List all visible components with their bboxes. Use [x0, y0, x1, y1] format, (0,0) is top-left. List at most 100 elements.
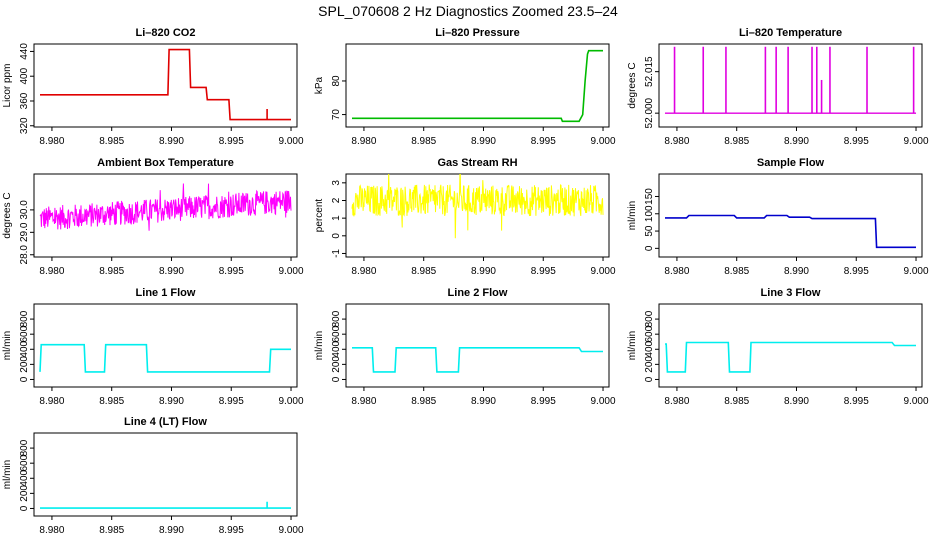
y-tick-label: 400: [19, 67, 30, 84]
x-tick-label: 8.995: [219, 266, 244, 277]
y-tick-label: 200: [19, 485, 30, 502]
x-tick-label: 9.000: [591, 396, 616, 407]
x-tick-label: 8.980: [39, 396, 64, 407]
panel-title: Sample Flow: [757, 157, 825, 169]
x-tick-label: 8.985: [411, 266, 436, 277]
x-tick-label: 9.000: [904, 266, 929, 277]
chart-panel-9: Line 3 Flow 8.980 8.985 8.990 8.995 9.000 0 200…: [627, 287, 929, 407]
plot-frame: [345, 303, 610, 388]
y-tick-label: 30.0: [19, 200, 30, 220]
x-tick-label: 8.980: [664, 396, 689, 407]
x-tick-label: 8.990: [471, 266, 496, 277]
series-line: [39, 343, 291, 373]
y-tick-label: 0: [19, 505, 30, 511]
x-tick-label: 8.990: [784, 136, 809, 147]
y-axis-label: degrees C: [2, 192, 13, 238]
x-tick-label: 8.980: [351, 396, 376, 407]
y-tick-label: 80: [331, 75, 342, 87]
y-tick-label: 52.000: [644, 97, 655, 128]
x-tick-label: 9.000: [279, 525, 304, 536]
chart-panel-7: Line 1 Flow 8.980 8.985 8.990 8.995 9.000 0 200…: [2, 287, 304, 407]
y-tick-label: 320: [19, 117, 30, 134]
y-tick-label: 200: [19, 356, 30, 373]
series-line: [40, 501, 291, 509]
y-tick-label: 400: [19, 469, 30, 486]
x-tick-label: 8.985: [99, 266, 124, 277]
y-tick-label: 200: [331, 356, 342, 373]
x-tick-label: 9.000: [591, 266, 616, 277]
chart-panel-4: Ambient Box Temperature 8.980 8.985 8.990 8.…: [2, 157, 304, 277]
chart-panel-3: Li–820 Temperature 8.980 8.985 8.990 8.995 9.…: [627, 27, 929, 147]
y-axis-label: ml/min: [2, 331, 13, 360]
x-tick-label: 8.995: [844, 266, 869, 277]
x-tick-label: 8.995: [219, 396, 244, 407]
data-series: [665, 341, 916, 373]
y-tick-label: 2: [331, 197, 342, 203]
y-tick-label: 50: [644, 225, 655, 237]
y-tick-label: 400: [644, 340, 655, 357]
y-axis-label: degrees C: [627, 62, 638, 108]
x-tick-label: 8.995: [844, 136, 869, 147]
x-tick-label: 8.995: [219, 525, 244, 536]
panel-title: Line 1 Flow: [136, 287, 196, 299]
y-tick-label: -1: [331, 249, 342, 258]
y-axis-label: ml/min: [627, 331, 638, 360]
data-series: [352, 49, 603, 123]
x-tick-label: 9.000: [591, 136, 616, 147]
plot-frame: [33, 432, 298, 517]
x-tick-label: 8.995: [531, 266, 556, 277]
chart-panel-6: Sample Flow 8.980 8.985 8.990 8.995 9.000 0 50 1…: [627, 157, 929, 277]
panel-title: Li–820 Pressure: [435, 27, 519, 39]
chart-panel-8: Line 2 Flow 8.980 8.985 8.990 8.995 9.000 0 200…: [314, 287, 616, 407]
x-tick-label: 8.985: [99, 396, 124, 407]
series-line: [351, 174, 604, 239]
y-tick-label: 52.015: [644, 56, 655, 87]
plot-frame: [33, 43, 298, 128]
x-tick-label: 9.000: [904, 136, 929, 147]
y-tick-label: 200: [644, 356, 655, 373]
x-tick-label: 8.985: [411, 136, 436, 147]
panel-title: Li–820 CO2: [136, 27, 196, 39]
y-tick-label: 360: [19, 92, 30, 109]
x-tick-label: 9.000: [904, 396, 929, 407]
x-tick-label: 9.000: [279, 136, 304, 147]
y-tick-label: 70: [331, 109, 342, 121]
x-tick-label: 8.990: [159, 136, 184, 147]
series-line: [665, 214, 916, 249]
data-series: [40, 48, 291, 121]
y-axis-label: ml/min: [314, 331, 325, 360]
y-tick-label: 0: [19, 376, 30, 382]
y-axis-label: percent: [314, 199, 325, 233]
y-tick-label: 150: [644, 188, 655, 205]
x-tick-label: 8.990: [159, 266, 184, 277]
y-tick-label: 800: [644, 310, 655, 327]
panel-title: Line 3 Flow: [761, 287, 821, 299]
x-tick-label: 8.980: [39, 266, 64, 277]
x-tick-label: 8.980: [351, 266, 376, 277]
y-tick-label: 3: [331, 180, 342, 186]
y-axis-label: Licor ppm: [2, 64, 13, 108]
x-tick-label: 8.985: [99, 525, 124, 536]
series-line: [40, 48, 291, 121]
data-series: [39, 183, 292, 231]
y-tick-label: 800: [331, 310, 342, 327]
panel-title: Line 4 (LT) Flow: [124, 416, 207, 428]
x-tick-label: 9.000: [279, 396, 304, 407]
panel-title: Line 2 Flow: [448, 287, 508, 299]
x-tick-label: 8.990: [784, 396, 809, 407]
x-tick-label: 8.980: [664, 266, 689, 277]
y-tick-label: 600: [644, 325, 655, 342]
plot-frame: [658, 173, 923, 258]
y-tick-label: 440: [19, 43, 30, 60]
data-series: [664, 46, 917, 114]
y-tick-label: 800: [19, 439, 30, 456]
x-tick-label: 8.985: [724, 396, 749, 407]
x-tick-label: 8.980: [351, 136, 376, 147]
y-tick-label: 100: [644, 205, 655, 222]
y-tick-label: 28.0: [19, 245, 30, 265]
plot-frame: [345, 43, 610, 128]
y-tick-label: 600: [19, 325, 30, 342]
y-axis-label: ml/min: [2, 460, 13, 489]
x-tick-label: 8.990: [471, 396, 496, 407]
